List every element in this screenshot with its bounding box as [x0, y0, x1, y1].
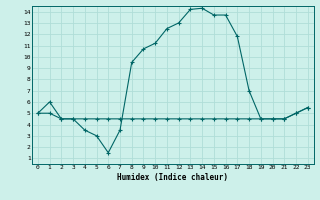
X-axis label: Humidex (Indice chaleur): Humidex (Indice chaleur)	[117, 173, 228, 182]
